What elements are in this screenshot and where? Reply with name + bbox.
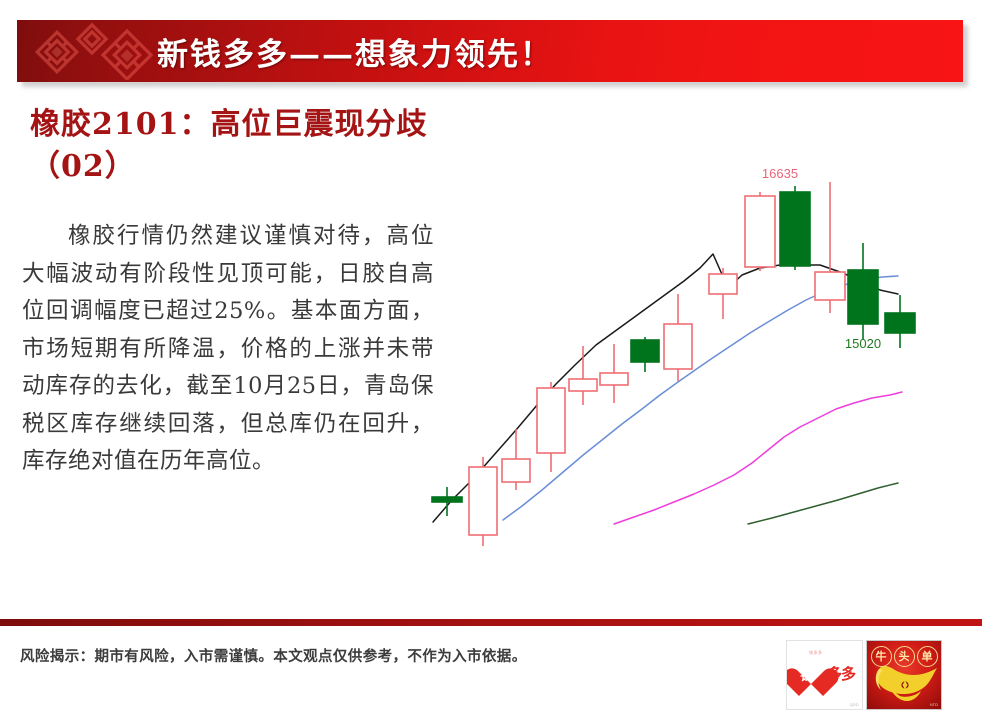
chinese-knot-pattern-icon [34,22,154,80]
logo-niutoudan-char-2: 头 [893,646,915,667]
risk-disclaimer: 风险揭示：期市有风险，入市需谨慎。本文观点仅供参考，不作为入市依据。 [20,648,527,665]
logo-niutoudan-char-3: 单 [916,646,938,667]
page-title: 橡胶2101：高位巨震现分歧（02） [30,107,428,184]
article-body: 橡胶行情仍然建议谨慎对待，高位大幅波动有阶段性见顶可能，日胶自高位回调幅度已超过… [22,223,434,474]
candle-6 [630,337,660,372]
banner-bar: 新钱多多——想象力领先！ [17,20,963,82]
chart-annotation-1: 15020 [845,336,881,351]
logo-qianduoduo-tail: 多多 [827,665,856,683]
candlestick-chart: 16635 15020 [420,150,980,550]
candle-3 [536,382,566,472]
candle-10 [779,186,811,270]
chart-canvas: 16635 15020 [431,166,916,546]
chart-annotation-0: 16635 [762,166,798,181]
logo-qianduoduo-char: 钱 [800,669,814,684]
ma-line-ma-magenta [613,391,903,525]
ma-line-ma-green [747,482,899,525]
candle-0 [431,487,463,516]
logo-niutoudan-corner: NTD [929,702,938,707]
candle-13 [884,295,916,348]
candle-11 [814,182,846,313]
candle-12 [847,243,879,340]
logo-niutoudan[interactable]: 牛 头 单 NTD [865,640,942,710]
candle-7 [663,294,693,381]
logo-qianduoduo-corner: QDD [849,702,859,707]
candle-9 [744,192,776,271]
logo-qianduoduo[interactable]: 钱多多 钱 多多 QDD [786,640,863,710]
logo-niutoudan-chars: 牛 头 单 [867,646,942,667]
candle-1 [468,457,498,546]
logo-qianduoduo-mini: 钱多多 [809,650,823,655]
footer-logos: 钱多多 钱 多多 QDD 牛 头 单 NTD [786,640,942,712]
header-banner: 新钱多多——想象力领先！ [17,20,968,87]
candle-5 [599,344,629,403]
banner-title: 新钱多多——想象力领先！ [157,36,553,73]
bull-head-icon [875,665,937,701]
footer-divider [0,619,982,626]
candle-2 [501,429,531,490]
candle-4 [568,346,598,405]
logo-niutoudan-char-1: 牛 [870,646,892,667]
candle-8 [708,268,738,319]
